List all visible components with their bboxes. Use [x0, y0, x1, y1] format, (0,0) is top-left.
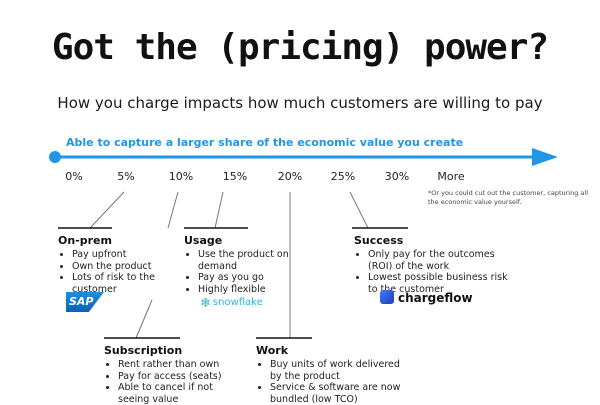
- list-item: Pay upfront: [72, 249, 168, 261]
- tick-label: 30%: [384, 170, 410, 183]
- list-item: Lots of risk to the customer: [72, 272, 168, 295]
- tick-label: 0%: [65, 170, 83, 183]
- list-item: Own the product: [72, 261, 168, 273]
- list-item: Pay as you go: [198, 272, 294, 284]
- list-item: Rent rather than own: [118, 359, 234, 371]
- connector-onprem: [89, 191, 125, 229]
- connector-success: [349, 191, 369, 229]
- footnote: *Or you could cut out the customer, capt…: [428, 189, 589, 206]
- page-subtitle: How you charge impacts how much customer…: [57, 94, 543, 112]
- arrow-label: Able to capture a larger share of the ec…: [66, 136, 464, 149]
- sap-logo: SAP: [66, 292, 104, 312]
- snowflake-icon: ❄: [200, 296, 211, 311]
- block-title: Success: [354, 234, 404, 247]
- list-item: Highly flexible: [198, 284, 294, 296]
- tick-label: 20%: [277, 170, 303, 183]
- page-title: Got the (pricing) power?: [51, 27, 549, 68]
- block-onprem: On-prem Pay upfront Own the product Lots…: [58, 234, 168, 295]
- block-title: Usage: [184, 234, 223, 247]
- list-item: Buy units of work delivered by the produ…: [270, 359, 406, 382]
- tick-label: More: [437, 170, 465, 183]
- block-title: Subscription: [104, 344, 183, 357]
- connector-usage: [214, 191, 224, 229]
- arrow-head: [532, 148, 558, 166]
- tick-label: 15%: [222, 170, 248, 183]
- list-item: Service & software are now bundled (low …: [270, 382, 406, 405]
- tick-label: 5%: [117, 170, 135, 183]
- connector-subscription: [167, 191, 179, 229]
- block-success: Success Only pay for the outcomes (ROI) …: [354, 234, 514, 295]
- block-title: Work: [256, 344, 289, 357]
- list-item: Only pay for the outcomes (ROI) of the w…: [368, 249, 514, 272]
- snowflake-wordmark: snowflake: [212, 297, 263, 308]
- list-item: Lowest possible business risk to the cus…: [368, 272, 514, 295]
- tick-label: 10%: [168, 170, 194, 183]
- list-item: Pay for access (seats): [118, 371, 234, 383]
- list-item: Able to cancel if not seeing value: [118, 382, 234, 405]
- snowflake-logo: ❄ snowflake: [200, 296, 263, 311]
- chargeflow-icon: [380, 290, 394, 304]
- chargeflow-wordmark: chargeflow: [398, 291, 473, 305]
- block-work: Work Buy units of work delivered by the …: [256, 344, 406, 405]
- list-item: Use the product on demand: [198, 249, 294, 272]
- chargeflow-logo: chargeflow: [380, 290, 473, 305]
- tick-label: 25%: [330, 170, 356, 183]
- block-title: On-prem: [58, 234, 112, 247]
- block-usage: Usage Use the product on demand Pay as y…: [184, 234, 294, 295]
- connector-subscription-lower: [135, 299, 153, 339]
- block-subscription: Subscription Rent rather than own Pay fo…: [104, 344, 234, 405]
